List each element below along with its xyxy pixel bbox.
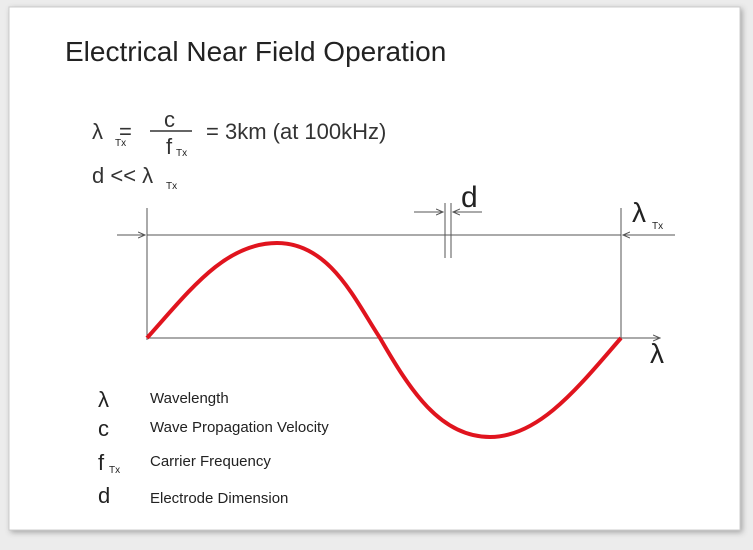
legend-symbol: λ [98, 387, 109, 412]
formula-subscript: Tx [115, 138, 126, 149]
legend-symbol: f [98, 450, 105, 475]
d-label: d [461, 181, 478, 214]
legend-symbol: d [98, 483, 110, 508]
formula-numerator: c [164, 107, 175, 132]
formula-result: = 3km (at 100kHz) [206, 119, 386, 144]
legend-symbol: c [98, 416, 109, 441]
formula-denominator-subscript: Tx [176, 148, 187, 159]
condition-subscript: Tx [166, 181, 177, 192]
formula-equals: = [119, 119, 132, 144]
title: Electrical Near Field Operation [65, 36, 446, 67]
legend-description: Electrode Dimension [150, 490, 288, 507]
legend-description: Carrier Frequency [150, 453, 271, 470]
formula-denominator: f [166, 134, 173, 159]
legend-description: Wave Propagation Velocity [150, 419, 329, 436]
slide-card [8, 6, 741, 531]
wavelength-label: λ [632, 197, 646, 228]
axis-label: λ [650, 338, 664, 369]
sine-wave [145, 240, 623, 440]
legend-subscript: Tx [109, 465, 120, 476]
legend-description: Wavelength [150, 390, 229, 407]
wavelength-subscript: Tx [652, 221, 663, 232]
formula-lambda: λ [92, 119, 103, 144]
condition: d << λ [92, 163, 153, 188]
diagram-lines [117, 203, 675, 340]
